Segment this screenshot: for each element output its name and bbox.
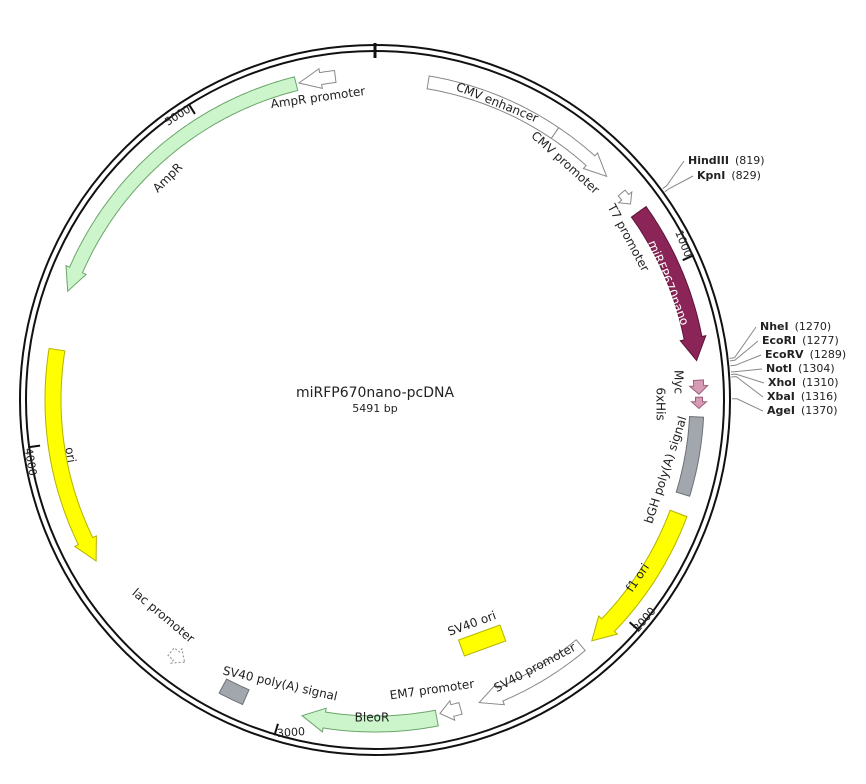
length-unit: bp bbox=[384, 402, 398, 415]
site-position: (1310) bbox=[802, 376, 839, 389]
feature-shape bbox=[457, 624, 507, 657]
site-name: XbaI bbox=[767, 390, 795, 403]
site-name: HindIII bbox=[688, 154, 729, 167]
feature-shape bbox=[439, 699, 463, 722]
site-name: NheI bbox=[760, 320, 789, 333]
feature-shape bbox=[301, 707, 439, 733]
site-position: (1270) bbox=[795, 320, 832, 333]
feature-shape bbox=[44, 347, 97, 562]
site-leader bbox=[731, 398, 764, 412]
site-leader bbox=[664, 175, 694, 193]
site-leader bbox=[730, 368, 763, 373]
site-label: NotI (1304) bbox=[766, 362, 835, 375]
site-position: (819) bbox=[735, 154, 765, 167]
tick-mark bbox=[187, 103, 196, 115]
site-label: XhoI (1310) bbox=[768, 376, 839, 389]
feature-label: SV40 promoter bbox=[491, 640, 578, 695]
site-leader bbox=[729, 340, 759, 362]
site-position: (1289) bbox=[810, 348, 847, 361]
site-label: AgeI (1370) bbox=[767, 404, 838, 417]
site-position: (1304) bbox=[798, 362, 835, 375]
feature-shape bbox=[478, 639, 586, 706]
site-name: EcoRI bbox=[762, 334, 796, 347]
feature-shape bbox=[688, 379, 709, 395]
site-position: (1277) bbox=[802, 334, 839, 347]
tick-mark bbox=[628, 621, 640, 631]
site-name: KpnI bbox=[697, 169, 725, 182]
feature-label: EM7 promoter bbox=[389, 677, 475, 703]
site-name: NotI bbox=[766, 362, 792, 375]
feature-label: 6xHis bbox=[654, 387, 668, 420]
feature-shape bbox=[297, 67, 337, 90]
plasmid-name: miRFP670nano-pcDNA bbox=[296, 385, 455, 401]
site-name: EcoRV bbox=[765, 348, 804, 361]
site-label: XbaI (1316) bbox=[767, 390, 837, 403]
site-leader bbox=[729, 326, 757, 359]
site-name: AgeI bbox=[767, 404, 795, 417]
site-position: (829) bbox=[731, 169, 761, 182]
feature-label: ori bbox=[62, 446, 78, 464]
site-label: NheI (1270) bbox=[760, 320, 831, 333]
site-leader bbox=[730, 354, 762, 367]
site-label: HindIII (819) bbox=[688, 154, 765, 167]
site-name: XhoI bbox=[768, 376, 796, 389]
feature-shape bbox=[167, 647, 186, 664]
feature-label: lac promoter bbox=[129, 586, 197, 646]
feature-label: Myc bbox=[672, 370, 686, 394]
feature-shape bbox=[617, 189, 633, 205]
site-label: EcoRV (1289) bbox=[765, 348, 846, 361]
site-label: KpnI (829) bbox=[697, 169, 761, 182]
tick-label: 3000 bbox=[277, 725, 306, 740]
tick-mark bbox=[682, 254, 695, 262]
feature-shape bbox=[591, 509, 688, 642]
feature-label: BleoR bbox=[355, 711, 390, 725]
site-leader bbox=[662, 160, 685, 190]
tick-mark bbox=[28, 444, 41, 449]
feature-shape bbox=[550, 127, 608, 178]
site-leader bbox=[731, 376, 764, 398]
length-value: 5491 bbox=[352, 402, 380, 415]
feature-shape bbox=[675, 415, 705, 497]
plasmid-length: 5491 bp bbox=[352, 402, 397, 415]
feature-shape bbox=[218, 678, 250, 706]
feature-shape bbox=[65, 76, 299, 293]
site-position: (1316) bbox=[801, 390, 838, 403]
feature-shape bbox=[630, 205, 707, 362]
site-label: EcoRI (1277) bbox=[762, 334, 839, 347]
site-position: (1370) bbox=[801, 404, 838, 417]
tick-label: 1000 bbox=[672, 228, 695, 259]
feature-shape bbox=[690, 396, 708, 410]
tick-label: 4000 bbox=[22, 447, 40, 477]
site-leader bbox=[731, 373, 765, 384]
tick-mark bbox=[273, 723, 279, 736]
